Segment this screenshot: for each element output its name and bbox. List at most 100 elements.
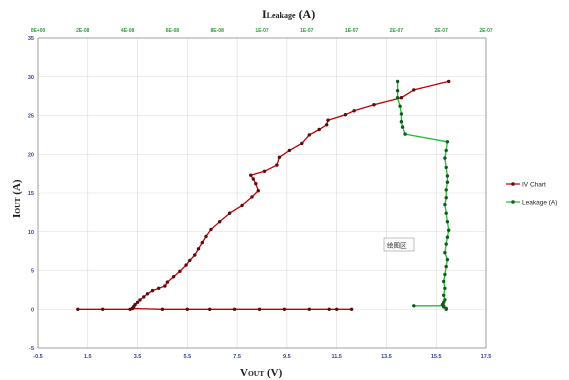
left-axis-title: IOUT (A) <box>11 179 23 218</box>
leakage-point <box>444 165 448 170</box>
grid-lines <box>37 37 487 349</box>
iv-chart-point <box>157 286 161 290</box>
leakage-point <box>444 242 448 246</box>
x-tick-label: 3.5 <box>134 354 142 360</box>
iv-chart-point <box>262 169 267 173</box>
iv-chart-point <box>307 133 311 137</box>
leakage-point <box>445 235 450 239</box>
series <box>76 79 451 311</box>
leakage-point <box>395 79 400 84</box>
x2-tick-label: 0E+00 <box>31 28 46 34</box>
leakage-point <box>443 272 447 277</box>
x-tick-label: 9.5 <box>283 354 291 360</box>
iv-chart-point <box>193 253 197 257</box>
iv-chart-point <box>412 88 416 92</box>
iv-return-point <box>282 307 287 311</box>
left-axis-title-unit: (A) <box>11 179 23 197</box>
iv-chart-point <box>163 284 167 288</box>
iv-return-point <box>160 307 165 311</box>
iv-chart-point <box>240 203 244 208</box>
iv-chart-point <box>372 103 376 107</box>
y-tick-label: 35 <box>28 36 34 42</box>
leakage-point <box>442 293 446 297</box>
bottom-axis-title-main: V <box>240 367 248 379</box>
x-tick-label: 13.5 <box>381 354 392 360</box>
iv-return-point <box>307 307 311 311</box>
iv-chart-point <box>249 173 253 177</box>
iv-return-point <box>257 307 262 311</box>
iv-chart-point <box>277 155 282 159</box>
iv-chart-point <box>343 113 348 117</box>
leakage-point <box>445 220 450 224</box>
y-tick-label: 10 <box>28 230 34 236</box>
x-tick-label: -0.5 <box>33 354 42 360</box>
iv-chart-point <box>184 263 188 267</box>
leakage-point <box>443 156 447 160</box>
iv-chart-point <box>317 127 321 132</box>
tooltip-text: 绘图区 <box>387 241 407 250</box>
iv-chart-point <box>209 227 213 232</box>
iv-chart-point <box>165 280 170 284</box>
iv-chart-point <box>76 307 80 311</box>
iv-chart-point <box>447 79 451 84</box>
iv-chart-point <box>135 300 140 304</box>
iv-chart-point <box>138 298 142 302</box>
iv-chart-line <box>77 80 449 310</box>
legend-swatch-marker <box>511 200 515 204</box>
x2-tick-label: 1E-07 <box>255 28 269 34</box>
leakage-point <box>444 148 448 153</box>
x-tick-label: 17.5 <box>481 354 492 360</box>
leakage-point <box>443 251 447 255</box>
leakage-point <box>444 196 448 200</box>
y-tick-label: 25 <box>28 114 34 120</box>
iv-chart-point <box>101 307 105 311</box>
iv-chart-point <box>188 258 192 263</box>
x-tick-label: 1.5 <box>84 354 92 360</box>
leakage-point <box>445 140 450 144</box>
iv-return-line <box>132 307 352 310</box>
x2-tick-label: 1E-07 <box>345 28 359 34</box>
iv-return-point <box>327 307 331 311</box>
iv-chart-point <box>300 141 304 146</box>
iv-chart-point <box>150 288 155 293</box>
iv-chart-point <box>251 177 255 181</box>
y-tick-label: 15 <box>28 191 34 197</box>
iv-return-point <box>185 307 189 311</box>
leakage-point <box>412 304 416 308</box>
leakage-point <box>400 125 405 129</box>
leakage-point <box>403 132 407 136</box>
x2-tick-label: 2E-07 <box>479 28 493 34</box>
leakage-point <box>443 202 447 207</box>
axes <box>37 37 487 349</box>
iv-chart-point <box>352 109 356 113</box>
iv-chart-point <box>200 240 204 245</box>
legend-label: IV Chart <box>522 182 546 189</box>
iv-return-point <box>208 307 212 311</box>
x2-tick-label: 8E-08 <box>211 28 225 34</box>
y-tick-label: 20 <box>28 152 34 158</box>
iv-chart-point <box>254 182 258 186</box>
tooltip-box <box>383 237 415 252</box>
iv-chart-point <box>204 234 208 239</box>
leakage-point <box>398 104 402 108</box>
legend-item-leakage: Leakage (A) <box>506 200 557 207</box>
leakage-point <box>444 307 448 311</box>
iv-chart-point <box>399 96 404 100</box>
x2-tick-label: 4E-08 <box>121 28 135 34</box>
iv-chart-point <box>256 189 260 193</box>
leakage-point <box>399 120 404 124</box>
left-axis-title-main: I <box>11 214 23 218</box>
x-tick-label: 7.5 <box>233 354 241 360</box>
plot-area-tooltip: 绘图区 <box>383 237 415 252</box>
legend-label: Leakage (A) <box>522 200 557 207</box>
y-tick-label: 5 <box>31 269 34 275</box>
iv-chart-point <box>196 247 201 251</box>
iv-chart-point <box>178 269 182 273</box>
leakage-point <box>444 211 448 215</box>
x2-tick-label: 2E-08 <box>76 28 90 34</box>
x-tick-label: 5.5 <box>184 354 192 360</box>
iv-chart-point <box>227 211 232 215</box>
x-tick-label: 15.5 <box>431 354 442 360</box>
top-axis-title: ILeakage (A) <box>262 7 315 21</box>
iv-chart-point <box>287 148 292 153</box>
